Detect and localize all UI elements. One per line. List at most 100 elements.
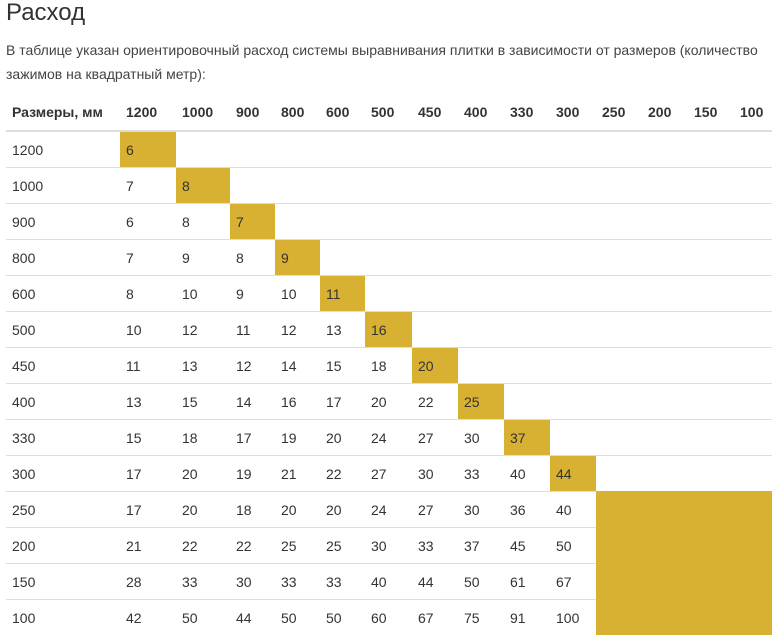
column-header: 900 xyxy=(230,94,275,132)
intro-text: В таблице указан ориентировочный расход … xyxy=(6,42,758,82)
table-cell: 11 xyxy=(120,347,176,384)
highlighted-block-cell xyxy=(596,527,642,564)
empty-cell xyxy=(642,239,688,276)
empty-cell xyxy=(734,419,772,456)
table-cell: 40 xyxy=(504,455,550,492)
table-cell: 33 xyxy=(176,563,230,600)
empty-cell xyxy=(365,130,412,168)
highlighted-cell: 44 xyxy=(550,455,596,492)
empty-cell xyxy=(230,167,275,204)
empty-cell xyxy=(504,275,550,312)
table-cell: 50 xyxy=(176,599,230,635)
highlighted-cell: 8 xyxy=(176,167,230,204)
table-cell: 17 xyxy=(120,491,176,528)
highlighted-block-cell xyxy=(734,527,772,564)
empty-cell xyxy=(734,239,772,276)
empty-cell xyxy=(734,455,772,492)
table-cell: 20 xyxy=(176,491,230,528)
table-cell: 20 xyxy=(176,455,230,492)
highlighted-block-cell xyxy=(596,491,642,528)
empty-cell xyxy=(688,455,734,492)
empty-cell xyxy=(596,455,642,492)
highlighted-cell: 16 xyxy=(365,311,412,348)
table-row: 250 17 20 18 20 20 24 27 30 36 40 xyxy=(6,491,772,528)
table-cell: 12 xyxy=(176,311,230,348)
empty-cell xyxy=(550,383,596,420)
column-header: 300 xyxy=(550,94,596,132)
empty-cell xyxy=(550,311,596,348)
table-row: 330 15 18 17 19 20 24 27 30 37 xyxy=(6,419,772,456)
table-row: 900 6 8 7 xyxy=(6,203,772,240)
column-header: 1000 xyxy=(176,94,230,132)
empty-cell xyxy=(504,203,550,240)
empty-cell xyxy=(734,275,772,312)
empty-cell xyxy=(688,311,734,348)
empty-cell xyxy=(688,419,734,456)
empty-cell xyxy=(596,311,642,348)
table-row: 1000 7 8 xyxy=(6,167,772,204)
table-cell: 75 xyxy=(458,599,504,635)
table-cell: 20 xyxy=(365,383,412,420)
table-cell: 8 xyxy=(120,275,176,312)
highlighted-block-cell xyxy=(642,527,688,564)
table-cell: 8 xyxy=(230,239,275,276)
empty-cell xyxy=(365,167,412,204)
table-row: 150 28 33 30 33 33 40 44 50 61 67 xyxy=(6,563,772,600)
empty-cell xyxy=(412,203,458,240)
table-cell: 30 xyxy=(458,419,504,456)
table-cell: 19 xyxy=(275,419,320,456)
table-row: 500 10 12 11 12 13 16 xyxy=(6,311,772,348)
empty-cell xyxy=(320,130,365,168)
row-header: 800 xyxy=(6,239,120,276)
table-cell: 14 xyxy=(230,383,275,420)
table-cell: 27 xyxy=(412,491,458,528)
empty-cell xyxy=(642,203,688,240)
highlighted-block-cell xyxy=(642,491,688,528)
empty-cell xyxy=(412,311,458,348)
empty-cell xyxy=(642,130,688,168)
highlighted-block-cell xyxy=(734,491,772,528)
row-header: 600 xyxy=(6,275,120,312)
highlighted-cell: 11 xyxy=(320,275,365,312)
table-cell: 18 xyxy=(365,347,412,384)
table-row: 600 8 10 9 10 11 xyxy=(6,275,772,312)
empty-cell xyxy=(320,203,365,240)
table-cell: 13 xyxy=(120,383,176,420)
table-row: 400 13 15 14 16 17 20 22 25 xyxy=(6,383,772,420)
highlighted-block-cell xyxy=(688,599,734,635)
table-cell: 20 xyxy=(275,491,320,528)
table-cell: 7 xyxy=(120,239,176,276)
table-cell: 30 xyxy=(412,455,458,492)
empty-cell xyxy=(642,167,688,204)
table-cell: 13 xyxy=(176,347,230,384)
empty-cell xyxy=(458,130,504,168)
table-body: 1200 6 1000 7 8 900 6 8 7 800 7 9 8 9 600 8 10 9 10 11 500 10… xyxy=(6,130,772,635)
empty-cell xyxy=(688,130,734,168)
empty-cell xyxy=(550,347,596,384)
table-cell: 10 xyxy=(120,311,176,348)
table-cell: 91 xyxy=(504,599,550,635)
table-cell: 17 xyxy=(120,455,176,492)
column-header: 500 xyxy=(365,94,412,132)
empty-cell xyxy=(596,347,642,384)
empty-cell xyxy=(688,383,734,420)
row-header: 200 xyxy=(6,527,120,564)
table-cell: 25 xyxy=(320,527,365,564)
highlighted-cell: 37 xyxy=(504,419,550,456)
table-cell: 30 xyxy=(365,527,412,564)
row-header: 500 xyxy=(6,311,120,348)
table-cell: 7 xyxy=(120,167,176,204)
empty-cell xyxy=(504,311,550,348)
empty-cell xyxy=(275,203,320,240)
corner-header: Размеры, мм xyxy=(6,94,120,132)
empty-cell xyxy=(458,275,504,312)
row-header: 330 xyxy=(6,419,120,456)
table-cell: 27 xyxy=(365,455,412,492)
row-header: 900 xyxy=(6,203,120,240)
highlighted-block-cell xyxy=(596,599,642,635)
empty-cell xyxy=(504,239,550,276)
empty-cell xyxy=(550,130,596,168)
empty-cell xyxy=(504,167,550,204)
empty-cell xyxy=(596,383,642,420)
empty-cell xyxy=(688,239,734,276)
